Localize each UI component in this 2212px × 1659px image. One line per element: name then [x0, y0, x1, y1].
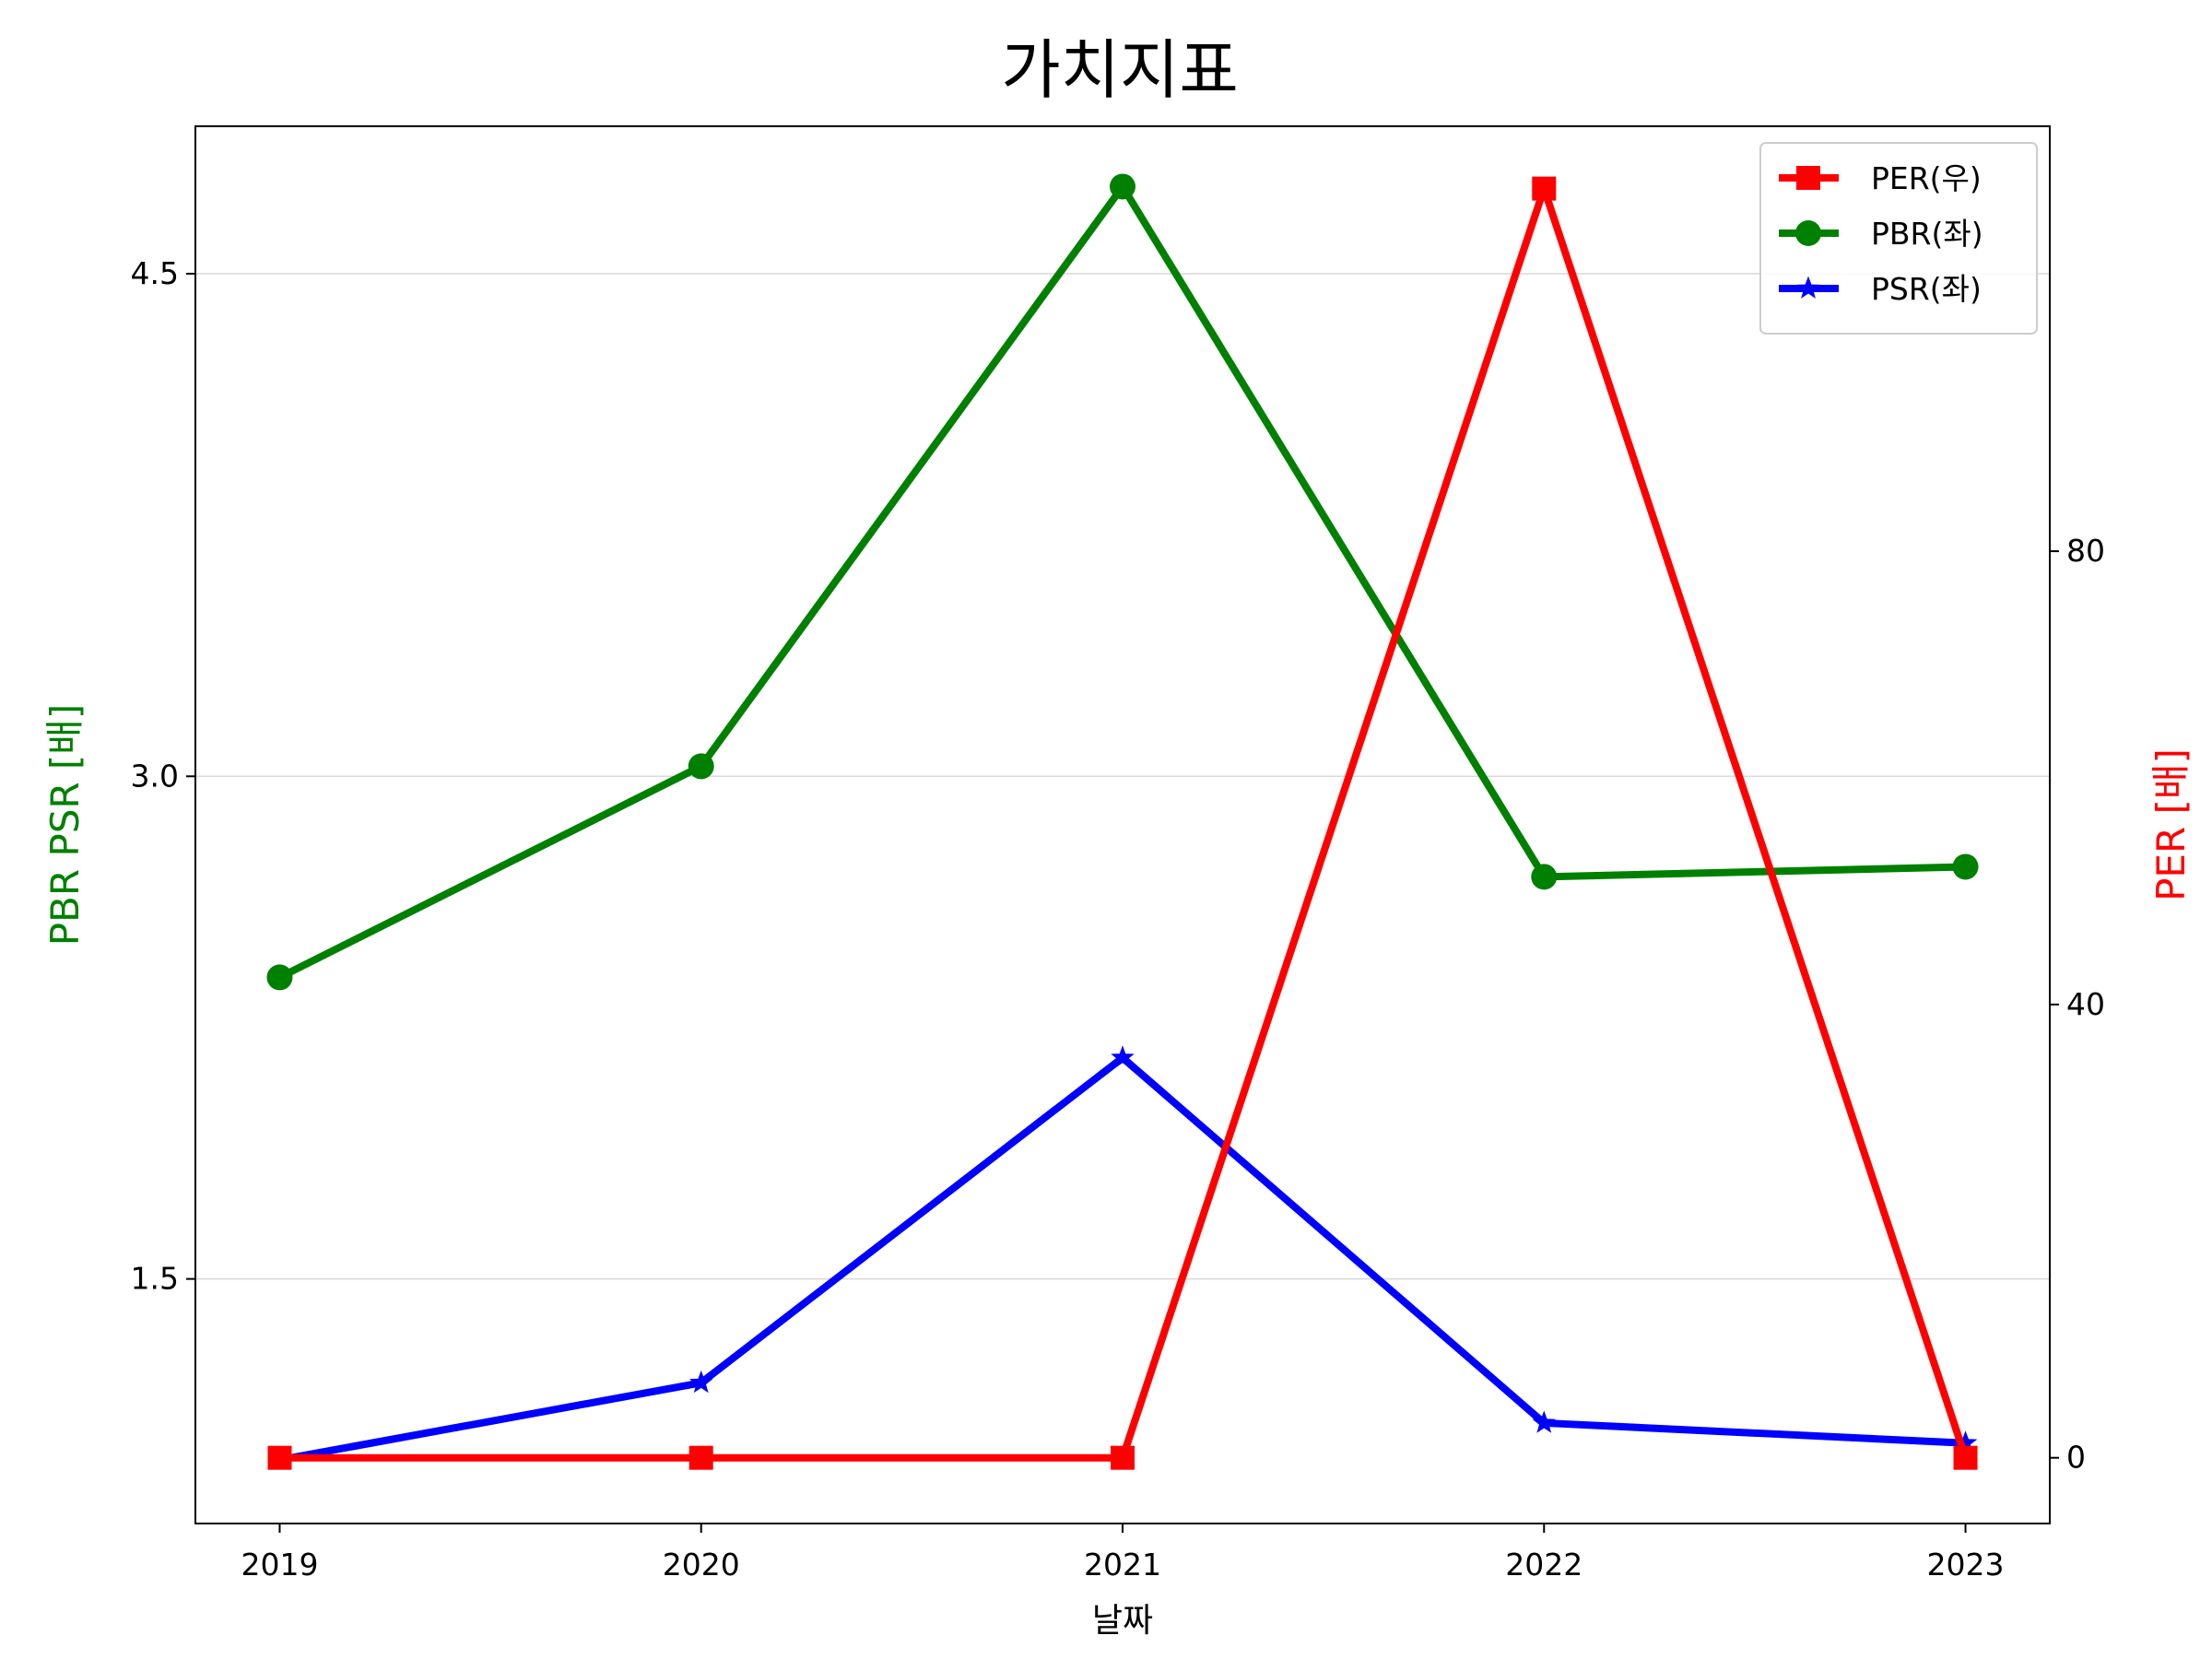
y-right-axis-label: PER [배] [2148, 748, 2194, 901]
data-point [1532, 176, 1557, 201]
x-tick-label: 2020 [663, 1547, 740, 1583]
legend-label: PER(우) [1871, 160, 1982, 196]
data-point [688, 1370, 713, 1394]
data-point [266, 964, 293, 991]
y-left-axis-label: PBR PSR [배] [42, 704, 88, 947]
data-point [1953, 1445, 1978, 1470]
data-point [1111, 1045, 1135, 1068]
data-point [688, 753, 714, 780]
data-point [1532, 1410, 1557, 1433]
legend: PER(우) PBR(좌) PSR(좌) [1759, 142, 2038, 335]
data-point [267, 1445, 292, 1470]
data-point [688, 1445, 713, 1470]
legend-item: PSR(좌) [1779, 271, 1982, 307]
x-tick-label: 2023 [1927, 1547, 2005, 1583]
legend-swatch-marker [1796, 276, 1820, 299]
data-point [1952, 853, 1979, 880]
x-tick-label: 2022 [1505, 1547, 1583, 1583]
data-point [1111, 1445, 1135, 1470]
chart-title: 가치지표 [1001, 32, 1239, 108]
y-right-tick-label: 80 [2066, 533, 2105, 569]
x-axis-label: 날짜 [1092, 1602, 1153, 1640]
y-right-tick-label: 0 [2066, 1440, 2086, 1476]
y-left-tick-label: 1.5 [131, 1261, 179, 1297]
legend-swatch-marker [1795, 220, 1821, 246]
series-0 [267, 176, 1978, 1470]
x-axis-ticks: 2019 2020 2021 2022 2023 [241, 1524, 2005, 1583]
legend-label: PBR(좌) [1871, 216, 1983, 252]
data-point [1531, 864, 1558, 890]
x-tick-label: 2019 [241, 1547, 318, 1583]
y-left-tick-label: 3.0 [131, 758, 179, 794]
x-tick-label: 2021 [1084, 1547, 1161, 1583]
y-right-tick-label: 40 [2066, 986, 2105, 1022]
legend-item: PER(우) [1779, 160, 1982, 196]
series-1 [266, 173, 1979, 991]
y-left-axis-ticks: 1.5 3.0 4.5 [131, 255, 195, 1297]
y-left-tick-label: 4.5 [131, 255, 179, 291]
data-point [1110, 173, 1135, 200]
legend-swatch-marker [1796, 166, 1820, 190]
y-right-axis-ticks: 0 40 80 [2050, 533, 2105, 1476]
series-layer [266, 173, 1979, 1470]
legend-item: PBR(좌) [1779, 216, 1983, 252]
legend-label: PSR(좌) [1871, 271, 1982, 307]
